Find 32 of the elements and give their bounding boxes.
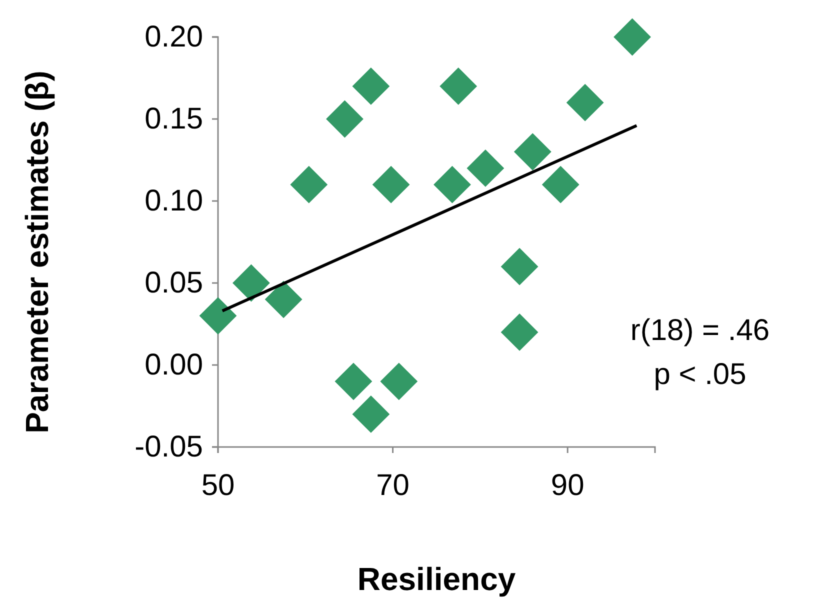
point: [380, 362, 418, 400]
point: [440, 67, 478, 105]
point: [614, 18, 651, 56]
point: [500, 313, 538, 351]
annotation: r(18) = .46: [630, 314, 770, 347]
point: [199, 297, 237, 335]
y-tick-label: 0.05: [144, 266, 203, 300]
point: [264, 280, 302, 318]
y-axis-title: Parameter estimates (β): [19, 70, 55, 434]
point: [434, 166, 471, 204]
point: [232, 264, 270, 302]
point: [542, 166, 580, 204]
point: [352, 395, 390, 433]
y-tick-label: 0.20: [144, 20, 203, 54]
point: [334, 362, 372, 400]
y-tick-label: -0.05: [134, 430, 203, 464]
point: [352, 67, 390, 105]
annotation: p < .05: [654, 358, 746, 391]
point: [372, 166, 410, 204]
x-axis-title: Resiliency: [357, 561, 516, 597]
x-tick-label: 90: [550, 469, 584, 502]
point: [466, 149, 504, 187]
point: [326, 100, 364, 138]
y-tick-label: 0.15: [144, 102, 203, 136]
point: [566, 84, 604, 122]
point: [500, 248, 538, 286]
point: [290, 166, 328, 204]
point: [514, 133, 552, 171]
y-tick-label: 0.10: [144, 184, 203, 218]
y-tick-label: 0.00: [144, 348, 203, 382]
x-tick-label: 70: [376, 469, 410, 502]
x-tick-label: 50: [201, 469, 235, 502]
